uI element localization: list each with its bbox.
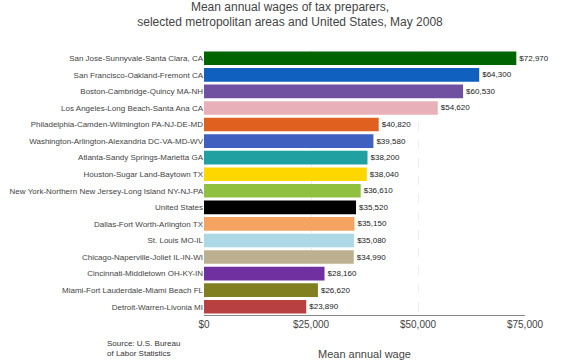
svg-text:$38,200: $38,200 — [371, 153, 400, 162]
svg-text:Detroit-Warren-Livonia MI: Detroit-Warren-Livonia MI — [112, 303, 203, 312]
svg-text:Los Angeles-Long Beach-Santa A: Los Angeles-Long Beach-Santa Ana CA — [61, 104, 204, 113]
svg-text:San Francisco-Oakland-Fremont: San Francisco-Oakland-Fremont CA — [74, 71, 204, 80]
svg-text:$60,530: $60,530 — [466, 87, 495, 96]
svg-text:$23,890: $23,890 — [309, 302, 338, 311]
svg-text:St. Louis MO-IL: St. Louis MO-IL — [147, 236, 203, 245]
svg-text:Cincinnati-Middletown OH-KY-IN: Cincinnati-Middletown OH-KY-IN — [87, 269, 203, 278]
svg-text:$64,300: $64,300 — [482, 70, 511, 79]
svg-text:$54,620: $54,620 — [441, 103, 470, 112]
svg-text:$39,580: $39,580 — [376, 137, 405, 146]
svg-text:$50,000: $50,000 — [400, 319, 437, 330]
svg-text:$40,820: $40,820 — [382, 120, 411, 129]
svg-text:Mean annual wages of tax prepa: Mean annual wages of tax preparers,selec… — [137, 0, 443, 29]
svg-text:New York-Northern New Jersey-L: New York-Northern New Jersey-Long Island… — [10, 187, 204, 196]
svg-text:Philadelphia-Camden-Wilmington: Philadelphia-Camden-Wilmington PA-NJ-DE-… — [31, 120, 204, 129]
svg-text:$72,970: $72,970 — [519, 54, 548, 63]
svg-text:Mean annual wage: Mean annual wage — [318, 348, 411, 360]
svg-text:$35,150: $35,150 — [357, 219, 386, 228]
svg-text:$35,080: $35,080 — [357, 236, 386, 245]
svg-text:$26,620: $26,620 — [321, 286, 350, 295]
svg-text:Boston-Cambridge-Quincy MA-NH: Boston-Cambridge-Quincy MA-NH — [80, 87, 203, 96]
svg-text:Miami-Fort Lauderdale-Miami Be: Miami-Fort Lauderdale-Miami Beach FL — [62, 286, 203, 295]
svg-text:Houston-Sugar Land-Baytown TX: Houston-Sugar Land-Baytown TX — [84, 170, 204, 179]
svg-text:$38,040: $38,040 — [370, 170, 399, 179]
svg-text:Atlanta-Sandy Springs-Marietta: Atlanta-Sandy Springs-Marietta GA — [78, 153, 204, 162]
svg-text:$35,520: $35,520 — [359, 203, 388, 212]
svg-text:$0: $0 — [198, 319, 210, 330]
svg-text:Washington-Arlington-Alexandri: Washington-Arlington-Alexandria DC-VA-MD… — [29, 137, 203, 146]
svg-text:Dallas-Fort Worth-Arlington TX: Dallas-Fort Worth-Arlington TX — [94, 220, 204, 229]
svg-text:$34,990: $34,990 — [357, 253, 386, 262]
svg-text:United States: United States — [155, 203, 203, 212]
svg-text:$28,160: $28,160 — [328, 269, 357, 278]
svg-text:$25,000: $25,000 — [293, 319, 330, 330]
svg-text:Chicago-Naperville-Joliet IL-I: Chicago-Naperville-Joliet IL-IN-WI — [82, 253, 203, 262]
svg-text:Source: U.S. Bureauof Labor St: Source: U.S. Bureauof Labor Statistics — [107, 339, 180, 358]
svg-text:$36,610: $36,610 — [364, 186, 393, 195]
svg-text:$75,000: $75,000 — [507, 319, 544, 330]
svg-text:San Jose-Sunnyvale-Santa Clara: San Jose-Sunnyvale-Santa Clara, CA — [69, 54, 204, 63]
